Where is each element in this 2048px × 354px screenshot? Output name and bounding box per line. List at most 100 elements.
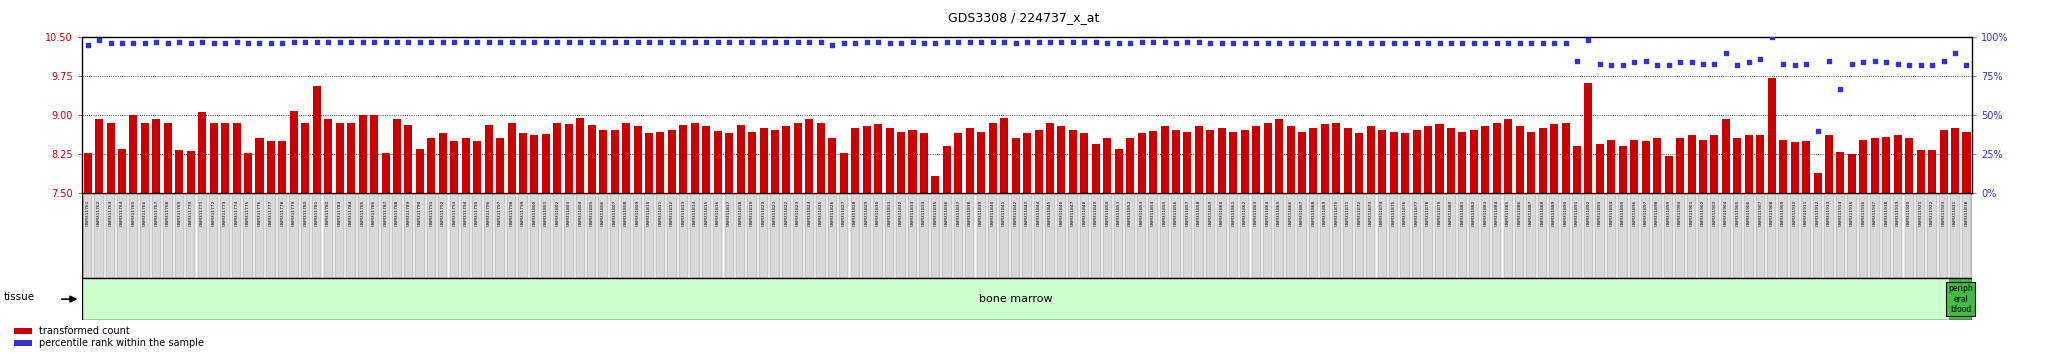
Text: GSM311835: GSM311835: [934, 200, 938, 226]
Bar: [1391, 132, 1397, 193]
Point: [1067, 39, 1100, 45]
Point: [1092, 41, 1124, 46]
Text: GSM311842: GSM311842: [1014, 200, 1018, 226]
Bar: [1595, 144, 1604, 193]
Bar: [852, 128, 860, 193]
Text: GSM311865: GSM311865: [1278, 200, 1282, 226]
Bar: [1024, 133, 1030, 193]
FancyBboxPatch shape: [106, 193, 115, 278]
Bar: [1413, 130, 1421, 193]
Bar: [1927, 150, 1935, 193]
Point: [1618, 59, 1651, 65]
Bar: [1423, 126, 1432, 193]
Bar: [565, 124, 573, 193]
Bar: [623, 123, 631, 193]
Point: [1137, 39, 1169, 45]
FancyBboxPatch shape: [1688, 193, 1696, 278]
Bar: [256, 138, 264, 193]
Text: GSM311871: GSM311871: [1346, 200, 1350, 226]
Point: [1251, 41, 1284, 46]
FancyBboxPatch shape: [725, 193, 733, 278]
Text: tissue: tissue: [4, 292, 35, 302]
Text: GSM311915: GSM311915: [1849, 200, 1853, 226]
Text: GSM311830: GSM311830: [877, 200, 881, 226]
Point: [1663, 59, 1696, 65]
Text: GSM311881: GSM311881: [1460, 200, 1464, 226]
Point: [553, 39, 586, 45]
Point: [1790, 61, 1823, 67]
Bar: [209, 123, 217, 193]
Point: [311, 39, 344, 45]
FancyBboxPatch shape: [416, 193, 424, 278]
Point: [221, 39, 254, 45]
FancyBboxPatch shape: [186, 193, 195, 278]
FancyBboxPatch shape: [668, 193, 676, 278]
Bar: [530, 135, 539, 193]
Text: GSM311910: GSM311910: [1792, 200, 1796, 226]
Point: [827, 41, 860, 46]
FancyBboxPatch shape: [403, 193, 414, 278]
Bar: [313, 86, 322, 193]
Bar: [1550, 124, 1559, 193]
FancyBboxPatch shape: [1847, 193, 1858, 278]
FancyBboxPatch shape: [289, 193, 299, 278]
Bar: [485, 125, 494, 193]
Bar: [1780, 140, 1788, 193]
Point: [575, 39, 608, 45]
Text: GSM311918: GSM311918: [1884, 200, 1888, 226]
Point: [82, 38, 115, 43]
Bar: [1837, 153, 1845, 193]
FancyBboxPatch shape: [954, 193, 963, 278]
Text: GSM311859: GSM311859: [1208, 200, 1212, 226]
Text: GSM311899: GSM311899: [1667, 200, 1671, 226]
Point: [1149, 39, 1182, 45]
FancyBboxPatch shape: [1092, 193, 1100, 278]
FancyBboxPatch shape: [541, 193, 551, 278]
FancyBboxPatch shape: [588, 193, 596, 278]
FancyBboxPatch shape: [862, 193, 870, 278]
Point: [391, 39, 424, 45]
Bar: [1343, 128, 1352, 193]
FancyBboxPatch shape: [506, 193, 516, 278]
FancyBboxPatch shape: [244, 193, 252, 278]
FancyBboxPatch shape: [336, 193, 344, 278]
Text: GSM311875: GSM311875: [1393, 200, 1395, 226]
Text: GSM311789: GSM311789: [406, 200, 410, 226]
FancyBboxPatch shape: [358, 193, 367, 278]
Point: [1573, 38, 1606, 43]
Text: GSM311805: GSM311805: [590, 200, 594, 226]
Text: GSM311895: GSM311895: [1620, 200, 1624, 226]
Point: [301, 39, 334, 45]
FancyBboxPatch shape: [1835, 193, 1845, 278]
FancyBboxPatch shape: [782, 193, 791, 278]
Text: GSM311813: GSM311813: [682, 200, 686, 226]
Point: [610, 39, 643, 45]
Text: GSM311878: GSM311878: [1425, 200, 1430, 226]
FancyBboxPatch shape: [1137, 193, 1147, 278]
FancyBboxPatch shape: [553, 193, 561, 278]
Bar: [14, 340, 33, 346]
Text: GSM311868: GSM311868: [1311, 200, 1315, 226]
Bar: [680, 125, 688, 193]
Text: GSM311822: GSM311822: [784, 200, 788, 226]
Bar: [291, 111, 297, 193]
FancyBboxPatch shape: [1802, 193, 1810, 278]
FancyBboxPatch shape: [1149, 193, 1157, 278]
FancyBboxPatch shape: [1331, 193, 1341, 278]
Point: [139, 39, 172, 45]
Point: [1950, 62, 1982, 68]
Text: GSM311825: GSM311825: [819, 200, 823, 226]
FancyBboxPatch shape: [713, 193, 723, 278]
Bar: [1894, 135, 1903, 193]
Bar: [1034, 130, 1042, 193]
Text: GSM311896: GSM311896: [1632, 200, 1636, 226]
Bar: [1137, 133, 1145, 193]
FancyBboxPatch shape: [1229, 193, 1237, 278]
FancyBboxPatch shape: [311, 193, 322, 278]
Point: [530, 39, 563, 45]
Text: transformed count: transformed count: [39, 326, 131, 336]
Bar: [1092, 144, 1100, 193]
Text: GSM311794: GSM311794: [463, 200, 467, 226]
Text: GSM311851: GSM311851: [1116, 200, 1120, 226]
Bar: [1206, 130, 1214, 193]
